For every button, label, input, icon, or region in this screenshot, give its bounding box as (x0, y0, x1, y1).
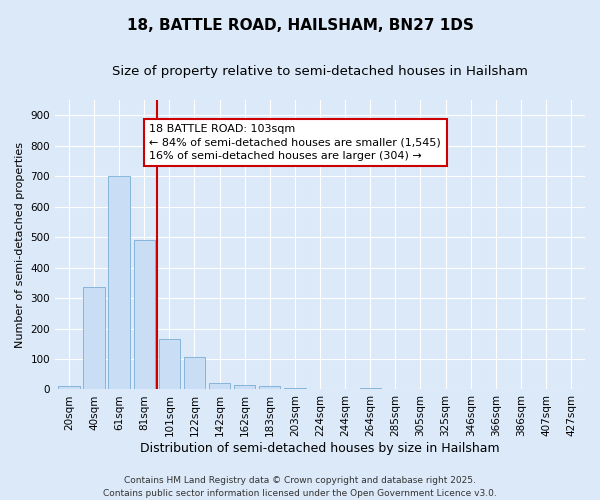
Title: Size of property relative to semi-detached houses in Hailsham: Size of property relative to semi-detach… (112, 65, 528, 78)
Bar (184, 358, 205, 390)
Text: 18 BATTLE ROAD: 103sqm
← 84% of semi-detached houses are smaller (1,545)
16% of : 18 BATTLE ROAD: 103sqm ← 84% of semi-det… (149, 124, 441, 161)
Bar (359, 388, 381, 390)
Bar (109, 176, 130, 390)
Y-axis label: Number of semi-detached properties: Number of semi-detached properties (15, 142, 25, 348)
Bar (284, 388, 305, 390)
Bar (158, 339, 180, 390)
X-axis label: Distribution of semi-detached houses by size in Hailsham: Distribution of semi-detached houses by … (140, 442, 500, 455)
Bar (83, 288, 104, 390)
Bar (134, 240, 155, 390)
Bar (259, 386, 280, 390)
Text: Contains HM Land Registry data © Crown copyright and database right 2025.
Contai: Contains HM Land Registry data © Crown c… (103, 476, 497, 498)
Text: 18, BATTLE ROAD, HAILSHAM, BN27 1DS: 18, BATTLE ROAD, HAILSHAM, BN27 1DS (127, 18, 473, 32)
Bar (209, 384, 230, 390)
Bar (58, 386, 80, 390)
Bar (234, 385, 256, 390)
